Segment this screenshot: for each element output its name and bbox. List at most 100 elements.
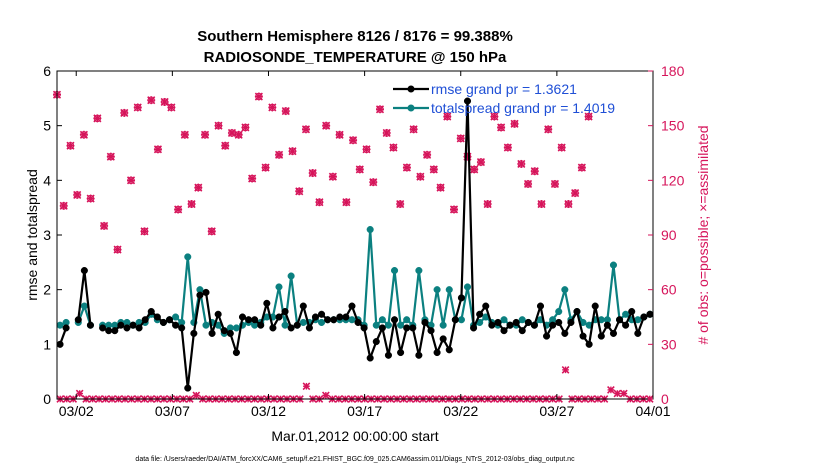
legend-marker-spread — [407, 104, 415, 112]
rmse-point — [287, 324, 295, 332]
obs-assimilated-point — [200, 130, 210, 139]
obs-assimilated-point — [423, 150, 432, 159]
rmse-point — [117, 321, 125, 329]
y-right-tick-label: 120 — [661, 172, 685, 188]
obs-assimilated-point — [490, 112, 499, 121]
totalspread-point — [415, 266, 423, 275]
obs-assimilated-point — [476, 158, 485, 167]
rmse-point — [451, 316, 459, 324]
rmse-point — [616, 316, 624, 324]
obs-assimilated-point — [248, 174, 257, 183]
obs-assimilated-point — [530, 167, 539, 176]
obs-assimilated-point — [349, 136, 358, 145]
obs-assimilated-point — [274, 150, 284, 159]
obs-assimilated-point — [93, 114, 102, 123]
rmse-point — [457, 294, 465, 302]
obs-assimilated-point — [416, 172, 425, 181]
rmse-point — [299, 302, 307, 310]
obs-assimilated-point — [234, 130, 243, 139]
obs-assimilated-point — [443, 112, 452, 121]
y-right-tick-label: 180 — [661, 63, 685, 79]
rmse-point — [427, 327, 435, 335]
rmse-point — [245, 316, 253, 324]
obs-assimilated-point — [73, 190, 82, 199]
rmse-point — [512, 318, 520, 327]
rmse-point — [129, 321, 137, 329]
rmse-point — [518, 327, 526, 335]
rmse-point — [178, 324, 186, 332]
rmse-point — [421, 318, 429, 327]
y-left-tick-label: 2 — [43, 282, 51, 298]
obs-assimilated-point — [322, 121, 331, 130]
y-right-tick-label: 90 — [661, 227, 677, 243]
rmse-point — [573, 307, 581, 316]
obs-assimilated-point — [86, 194, 95, 203]
rmse-point — [476, 310, 484, 318]
totalspread-point — [184, 253, 192, 261]
rmse-point — [153, 313, 161, 321]
obs-lower-point — [302, 382, 311, 391]
obs-assimilated-point — [342, 198, 351, 207]
rmse-point — [196, 291, 204, 299]
totalspread-point — [457, 316, 465, 324]
rmse-point — [463, 97, 472, 105]
rmse-point — [208, 329, 216, 337]
y-axis-right-label: # of obs: o=possible; ×=assimilated — [695, 125, 711, 344]
obs-assimilated-point — [227, 128, 237, 138]
y-left-tick-label: 1 — [43, 336, 51, 352]
obs-assimilated-point — [174, 205, 183, 214]
obs-assimilated-point — [375, 105, 385, 114]
obs-assimilated-point — [120, 108, 129, 117]
rmse-point — [324, 316, 332, 324]
rmse-point — [549, 321, 557, 329]
totalspread-point — [622, 310, 630, 318]
footer-data-file: data file: /Users/raeder/DAI/ATM_forcXX/… — [135, 456, 575, 463]
obs-lower-point — [613, 389, 622, 398]
rmse-point — [257, 321, 265, 329]
rmse-point — [305, 324, 313, 332]
obs-assimilated-point — [126, 176, 136, 185]
totalspread-point — [287, 272, 295, 280]
obs-assimilated-point — [564, 199, 573, 209]
rmse-point — [561, 329, 569, 337]
totalspread-point — [463, 283, 472, 291]
totalspread-point — [366, 225, 374, 234]
obs-lower-point — [321, 391, 330, 400]
obs-assimilated-point — [503, 143, 512, 152]
obs-assimilated-point — [261, 163, 270, 172]
rmse-point — [86, 321, 94, 329]
rmse-point — [597, 332, 605, 340]
obs-assimilated-point — [429, 165, 438, 174]
y-axis-right: 0 30 60 90 120 150 180 — [648, 63, 685, 407]
rmse-point — [409, 324, 417, 332]
obs-assimilated-point — [147, 96, 156, 105]
totalspread-point — [172, 313, 180, 321]
totalspread-point — [348, 316, 356, 324]
obs-assimilated-point — [470, 165, 479, 174]
obs-assimilated-point — [389, 143, 398, 152]
rmse-point — [530, 321, 538, 329]
rmse-point — [543, 332, 551, 340]
obs-assimilated-point — [187, 199, 196, 209]
y-right-tick-label: 150 — [661, 118, 685, 134]
obs-assimilated-point — [544, 125, 553, 134]
obs-assimilated-point — [402, 163, 411, 172]
totalspread-point — [372, 321, 380, 329]
rmse-point — [360, 324, 368, 332]
rmse-point — [524, 318, 532, 327]
rmse-point — [135, 324, 143, 332]
rmse-point — [293, 321, 301, 329]
rmse-point — [202, 288, 210, 296]
rmse-point — [482, 302, 490, 310]
rmse-point — [269, 324, 277, 332]
obs-assimilated-point — [315, 198, 324, 207]
x-axis: 03/02 03/07 03/12 03/17 03/22 03/27 04/01 — [59, 71, 671, 419]
x-tick-label: 03/07 — [155, 403, 190, 419]
y-right-tick-label: 30 — [661, 336, 677, 352]
rmse-point — [62, 324, 70, 332]
rmse-point — [336, 313, 344, 321]
obs-assimilated-point — [497, 123, 506, 132]
obs-assimilated-point — [355, 165, 364, 174]
rmse-point — [439, 335, 447, 343]
x-tick-label: 03/22 — [443, 403, 478, 419]
